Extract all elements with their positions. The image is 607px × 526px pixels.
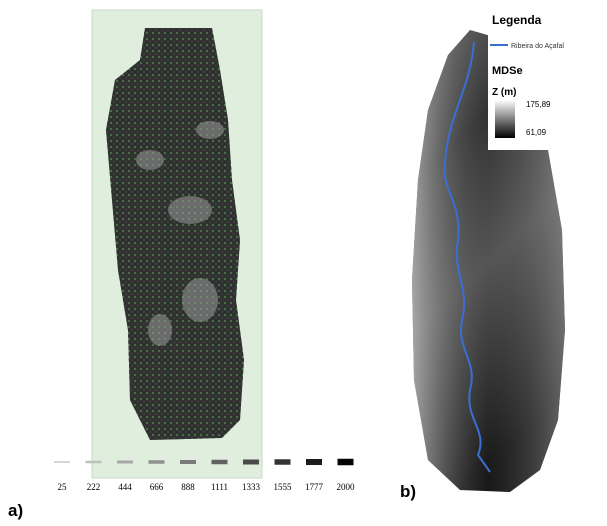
legend-value: 1111 (211, 482, 228, 492)
legend-swatch (86, 461, 102, 464)
legend-title: Legenda (492, 13, 542, 27)
z-min: 61,09 (526, 128, 547, 137)
legend-swatch (243, 460, 259, 465)
legend-swatch (212, 460, 228, 465)
legend-value: 888 (181, 482, 195, 492)
legend-swatch (117, 461, 133, 464)
legend-value: 1555 (274, 482, 293, 492)
z-ramp (495, 100, 515, 138)
legend-value: 222 (87, 482, 101, 492)
legend-swatch (54, 461, 70, 463)
legend-swatch (180, 460, 196, 464)
legend-swatch (275, 459, 291, 465)
river-label: Ribeira do Açafal (511, 43, 564, 50)
legend-swatch (338, 459, 354, 466)
layer-label: MDSe (492, 65, 523, 77)
legend-value: 666 (150, 482, 164, 492)
page: {"panel_a": {"label": "a)", "legend_valu… (0, 0, 607, 526)
legend-value: 444 (118, 482, 132, 492)
unit-label: Z (m) (492, 87, 516, 98)
panel-label: a) (8, 501, 23, 520)
panel-label: b) (400, 482, 416, 501)
legend-value: 1777 (305, 482, 324, 492)
legend-value: 25 (58, 482, 68, 492)
legend-swatch (306, 459, 322, 465)
z-max: 175,89 (526, 100, 551, 109)
figure: 25 222 444 666 888 1111 1333 1555 1777 2000 a) Le… (0, 0, 607, 526)
legend-value: 2000 (337, 482, 356, 492)
legend-swatch (149, 460, 165, 464)
legend-value: 1333 (242, 482, 261, 492)
